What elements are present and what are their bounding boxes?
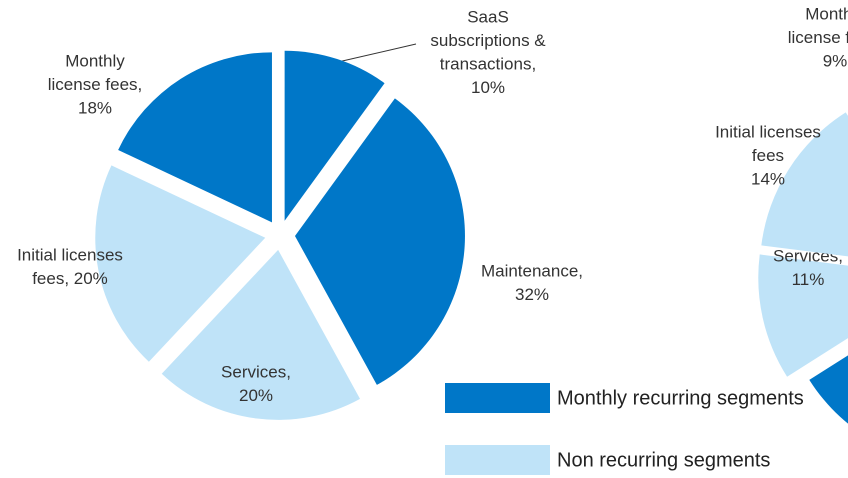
slice-label: Initial licenses [17,245,123,264]
pie-slice [809,355,848,424]
slice-label: Maintenance, [481,261,583,280]
slice-label: 18% [78,98,112,117]
slice-label: license fees, [788,28,848,47]
slice-label: transactions, [440,54,536,73]
slice-label: license fees, [48,75,143,94]
legend-label: Non recurring segments [557,449,770,471]
legend-swatch [445,445,550,475]
legend-swatch [445,383,550,413]
slice-label: fees [752,146,784,165]
slice-label: Services, [221,362,291,381]
slice-label: fees, 20% [32,269,108,288]
slice-label: subscriptions & [430,31,546,50]
slice-label: Monthly [65,51,125,70]
pie-slice [294,98,465,385]
pie-slice [758,254,848,377]
pie-slice [118,52,272,223]
slice-label: 20% [239,386,273,405]
pie-slice [761,112,848,257]
slice-label: 11% [792,270,825,289]
pie-slice [95,165,266,362]
legend-label: Monthly recurring segments [557,387,804,409]
slice-label: SaaS [467,7,509,26]
slice-label: 32% [515,285,549,304]
slice-label: 9% [823,51,848,70]
pie-slice [161,249,361,420]
pie-slice [284,50,385,221]
slice-label: Initial licenses [715,122,821,141]
slice-label: 14% [751,169,785,188]
slice-label: Monthly [805,4,848,23]
slice-label: 10% [471,78,505,97]
leader-line [337,43,417,63]
